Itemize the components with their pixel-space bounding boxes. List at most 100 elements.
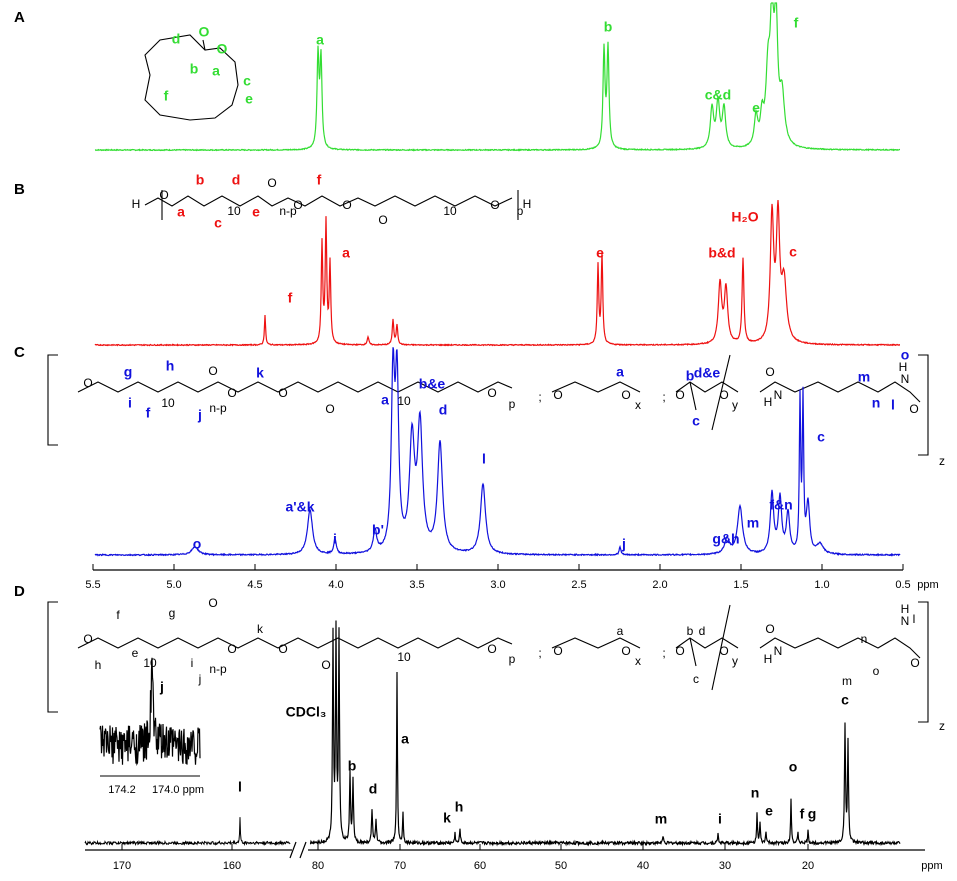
structure-label: O [765, 365, 774, 379]
structure-label: O [159, 188, 168, 202]
ring-bond [144, 34, 239, 121]
structure-label: x [635, 398, 641, 412]
peak-label: n [751, 785, 760, 801]
tick-label: 70 [394, 860, 406, 872]
peak-label: e [752, 100, 760, 116]
structure-label: p [509, 652, 516, 666]
structure-label: c [693, 672, 699, 686]
peak-label: m [747, 515, 759, 531]
structure-label: O [83, 376, 92, 390]
structure-label: o [873, 664, 880, 678]
structure-label: f [164, 88, 169, 104]
peak-label: g&h [712, 531, 739, 547]
structure-label: i [128, 395, 132, 411]
panel-label: B [14, 181, 25, 198]
peak-label: e [765, 803, 773, 819]
structure-label: O [278, 642, 287, 656]
tick-label: 80 [312, 860, 324, 872]
inset-tick-label: 174.0 ppm [152, 784, 204, 796]
tick-label: 3.5 [409, 579, 424, 591]
peak-label: m [655, 811, 667, 827]
structure-label: e [132, 646, 139, 660]
tick-label: 2.0 [652, 579, 667, 591]
spectrum [94, 347, 901, 557]
structure-label: O [267, 176, 276, 190]
structure-label: b [686, 368, 695, 384]
chain-bond [675, 381, 739, 393]
structure-label: g [124, 364, 133, 380]
structure-label: m [858, 369, 870, 385]
structure-label: 10 [397, 650, 411, 664]
tick-label: 170 [113, 860, 131, 872]
structure-label: O [765, 622, 774, 636]
structure-label: l [913, 612, 916, 626]
peak-label: l [238, 779, 242, 795]
structure-label: N [774, 388, 783, 402]
structure-label: j [198, 672, 202, 686]
structure-label: 10 [161, 396, 175, 410]
structure-label: H [899, 360, 908, 374]
structure-label: 10 [143, 656, 157, 670]
tick-label: 30 [719, 860, 731, 872]
structure-label: N [901, 614, 910, 628]
tick-label: 160 [223, 860, 241, 872]
structure-label: O [227, 386, 236, 400]
inset-tick-label: 174.2 [108, 784, 136, 796]
structure-label: c [692, 413, 700, 429]
structure-label: O [199, 24, 210, 40]
structure-label: e [252, 204, 260, 220]
tick-label: 1.0 [814, 579, 829, 591]
peak-label: o [789, 759, 798, 775]
structure-label: e [245, 91, 253, 107]
structure-label: O [621, 388, 630, 402]
peak-label: i [718, 811, 722, 827]
chain-bond [759, 381, 921, 403]
structure-label: N [901, 372, 910, 386]
peak-label: c [841, 692, 849, 708]
peak-label: b [348, 758, 357, 774]
structure-label: ; [538, 390, 541, 404]
bracket [47, 601, 58, 713]
structure-label: j [197, 407, 202, 423]
structure-label: O [321, 658, 330, 672]
structure-label: O [227, 642, 236, 656]
structure-label: H [132, 197, 141, 211]
tick-label: 20 [802, 860, 814, 872]
peak-label: b&d [708, 245, 735, 261]
divider [711, 604, 731, 691]
spectrum [94, 2, 900, 152]
peak-label: c [789, 244, 797, 260]
structure-label: O [278, 386, 287, 400]
structure-label: O [719, 644, 728, 658]
peak-label: d [369, 781, 378, 797]
peak-label: c&d [705, 87, 731, 103]
tick-label: 50 [555, 860, 567, 872]
structure-label: n-p [209, 662, 227, 676]
structure-label: p [509, 397, 516, 411]
structure-label: f [317, 172, 322, 188]
panel-label: D [14, 583, 25, 600]
chain-bond [77, 381, 513, 393]
peak-label: f [288, 290, 293, 306]
panel-label: A [14, 9, 25, 26]
structure-label: n-p [209, 401, 227, 415]
peak-label: e [596, 245, 604, 261]
methyl-bond [689, 381, 697, 411]
structure-label: n [872, 395, 881, 411]
bracket [47, 354, 58, 446]
structure-label: b [196, 172, 205, 188]
structure-label: d [699, 624, 706, 638]
peak-label: c [817, 429, 825, 445]
structure-label: H [523, 197, 532, 211]
structure-label: O [342, 198, 351, 212]
peak-label: k [443, 810, 451, 826]
peak-label: i [333, 531, 337, 547]
structure-label: ; [662, 390, 665, 404]
divider [711, 354, 731, 431]
axis-break [289, 841, 307, 859]
peak-label: g [808, 806, 817, 822]
chain-bond [675, 637, 739, 649]
structure-label: h [95, 658, 102, 672]
structure-label: k [257, 622, 264, 636]
bracket [918, 354, 929, 456]
